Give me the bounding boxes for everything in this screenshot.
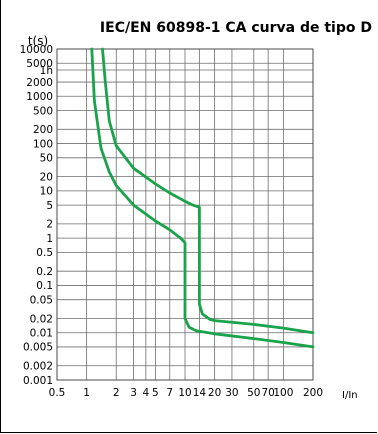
x-tick-label: 14 bbox=[193, 387, 207, 399]
y-tick-label: 100 bbox=[33, 138, 53, 150]
y-tick-label: 0.1 bbox=[36, 280, 53, 292]
y-tick-label: 0.05 bbox=[30, 294, 53, 306]
y-tick-label: 10000 bbox=[20, 44, 53, 56]
x-tick-label: 5 bbox=[152, 387, 159, 399]
grid bbox=[56, 48, 314, 381]
y-tick-label: 0.02 bbox=[30, 313, 53, 325]
x-tick-label: 50 bbox=[247, 387, 260, 399]
y-tick-label: 2 bbox=[46, 219, 53, 231]
y-tick-label: 0.002 bbox=[23, 361, 53, 373]
y-tick-label: 500 bbox=[33, 105, 53, 117]
x-tick-label: 10 bbox=[178, 387, 191, 399]
y-tick-label: 20 bbox=[40, 171, 53, 183]
x-tick-label: 1 bbox=[83, 387, 90, 399]
x-axis-label: I/In bbox=[342, 390, 358, 401]
x-tick-label: 100 bbox=[273, 387, 293, 399]
y-tick-label: 10 bbox=[40, 186, 53, 198]
y-tick-label: 0.5 bbox=[36, 247, 53, 259]
chart-title: IEC/EN 60898-1 CA curva de tipo D bbox=[100, 20, 372, 36]
y-tick-label: 1 bbox=[46, 233, 53, 245]
x-tick-label: 7 bbox=[166, 387, 173, 399]
x-tick-label: 0.5 bbox=[49, 387, 66, 399]
y-tick-label: 5000 bbox=[26, 58, 53, 70]
y-tick-label: 1h bbox=[40, 65, 53, 77]
y-tick-label: 0.2 bbox=[36, 266, 53, 278]
x-tick-label: 30 bbox=[225, 387, 238, 399]
x-tick-label: 3 bbox=[130, 387, 137, 399]
y-tick-label: 0.001 bbox=[23, 375, 53, 387]
lower-limit-curve bbox=[90, 47, 315, 349]
y-tick-label: 5 bbox=[46, 200, 53, 212]
curves bbox=[90, 47, 315, 349]
x-tick-label: 200 bbox=[303, 387, 323, 399]
x-tick-label: 2 bbox=[113, 387, 120, 399]
y-tick-label: 0.01 bbox=[30, 328, 53, 340]
upper-limit-curve bbox=[101, 47, 315, 335]
y-tick-label: 2000 bbox=[26, 77, 53, 89]
y-tick-label: 50 bbox=[40, 153, 53, 165]
x-tick-label: 20 bbox=[208, 387, 221, 399]
y-tick-label: 0.005 bbox=[23, 342, 53, 354]
x-tick-label: 70 bbox=[261, 387, 274, 399]
y-axis-label: t(s) bbox=[28, 34, 48, 48]
y-tick-label: 200 bbox=[33, 124, 53, 136]
y-tick-label: 1000 bbox=[26, 91, 53, 103]
x-tick-label: 4 bbox=[143, 387, 150, 399]
plot-border bbox=[56, 48, 314, 381]
